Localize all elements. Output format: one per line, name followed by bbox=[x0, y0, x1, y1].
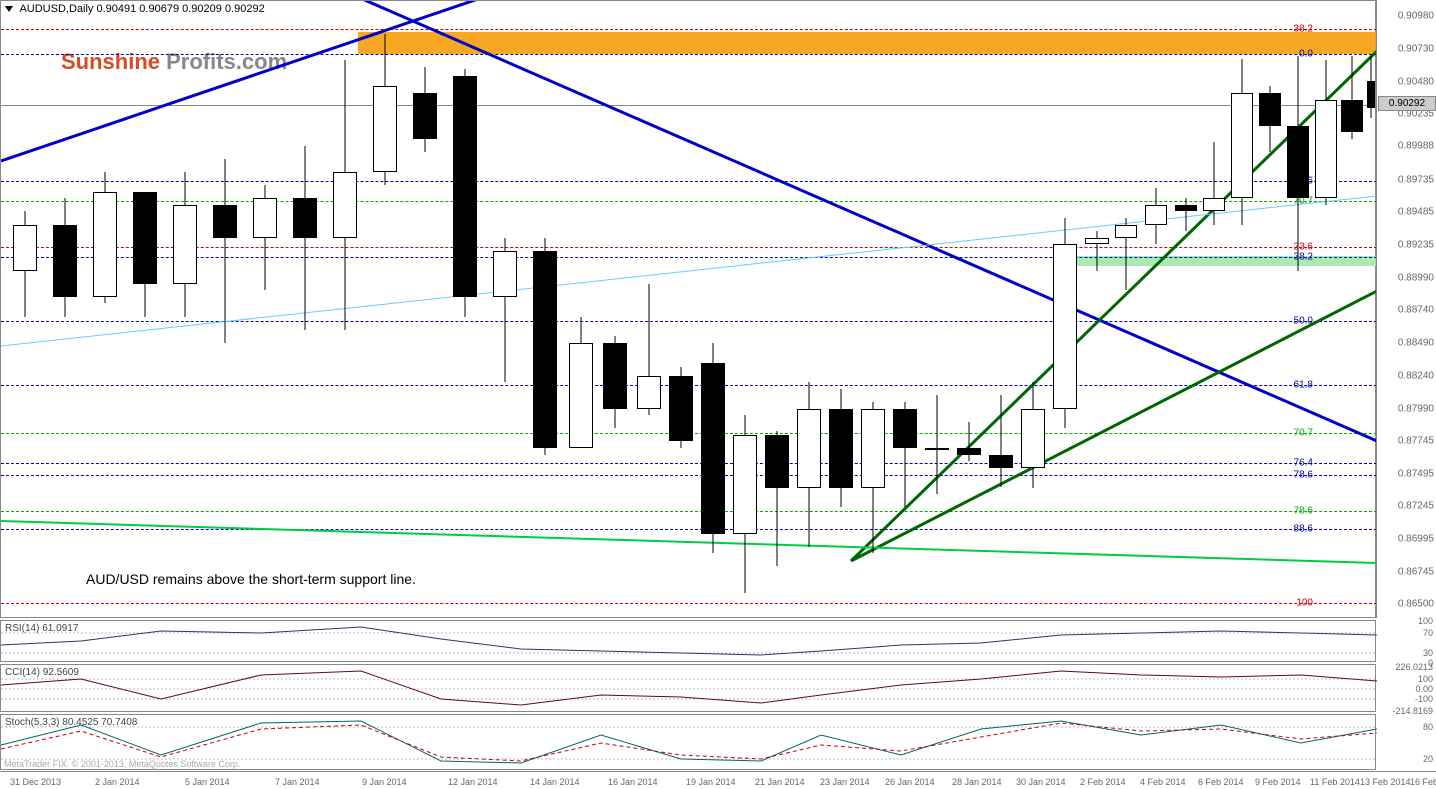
candlestick bbox=[91, 1, 119, 619]
chart-container: AUDUSD,Daily 0.90491 0.90679 0.90209 0.9… bbox=[0, 0, 1436, 789]
x-tick-label: 16 Feb 2014 bbox=[1410, 777, 1436, 787]
x-tick-label: 6 Feb 2014 bbox=[1198, 777, 1244, 787]
candlestick bbox=[1019, 1, 1047, 619]
y-tick-label: 0.86500 bbox=[1398, 599, 1434, 610]
x-tick-label: 11 Feb 2014 bbox=[1310, 777, 1360, 787]
candlestick bbox=[923, 1, 951, 619]
candlestick bbox=[131, 1, 159, 619]
candlestick bbox=[171, 1, 199, 619]
candlestick bbox=[1229, 1, 1255, 619]
candlestick bbox=[1285, 1, 1311, 619]
indicator-y-label: 0.00 bbox=[1415, 684, 1433, 694]
candlestick bbox=[1313, 1, 1339, 619]
candlestick bbox=[987, 1, 1015, 619]
x-tick-label: 9 Jan 2014 bbox=[362, 777, 407, 787]
x-tick-label: 5 Jan 2014 bbox=[185, 777, 230, 787]
y-tick-label: 0.90480 bbox=[1398, 77, 1434, 88]
y-tick-label: 0.87745 bbox=[1398, 436, 1434, 447]
indicator-y-label: -100 bbox=[1415, 694, 1433, 704]
candlestick bbox=[601, 1, 629, 619]
y-tick-label: 0.90980 bbox=[1398, 11, 1434, 22]
candlestick bbox=[567, 1, 595, 619]
candlestick bbox=[1083, 1, 1111, 619]
candlestick bbox=[251, 1, 279, 619]
candlestick bbox=[531, 1, 559, 619]
candlestick bbox=[411, 1, 439, 619]
candlestick bbox=[291, 1, 319, 619]
candlestick bbox=[451, 1, 479, 619]
candlestick bbox=[331, 1, 359, 619]
x-tick-label: 30 Jan 2014 bbox=[1016, 777, 1066, 787]
candlestick bbox=[51, 1, 79, 619]
x-tick-label: 23 Jan 2014 bbox=[820, 777, 870, 787]
candlestick bbox=[731, 1, 759, 619]
candlestick bbox=[635, 1, 663, 619]
x-tick-label: 14 Jan 2014 bbox=[530, 777, 580, 787]
y-tick-label: 0.89988 bbox=[1398, 141, 1434, 152]
candlestick bbox=[491, 1, 519, 619]
candlestick bbox=[1173, 1, 1199, 619]
current-price-tag: 0.90292 bbox=[1378, 96, 1436, 111]
candlestick bbox=[667, 1, 695, 619]
candlestick bbox=[891, 1, 919, 619]
x-tick-label: 4 Feb 2014 bbox=[1140, 777, 1186, 787]
y-tick-label: 0.89235 bbox=[1398, 240, 1434, 251]
indicator-y-label: 226.0213 bbox=[1395, 662, 1433, 672]
candlestick bbox=[11, 1, 39, 619]
copyright-text: MetaTrader FIX. © 2001-2013, MetaQuotes … bbox=[4, 759, 240, 769]
indicator-y-label: 20 bbox=[1423, 754, 1433, 764]
x-tick-label: 2 Jan 2014 bbox=[95, 777, 140, 787]
y-tick-label: 0.88740 bbox=[1398, 305, 1434, 316]
x-tick-label: 28 Jan 2014 bbox=[952, 777, 1002, 787]
x-tick-label: 12 Jan 2014 bbox=[448, 777, 498, 787]
indicator-y-label: 100 bbox=[1418, 674, 1433, 684]
candlestick bbox=[1143, 1, 1169, 619]
y-tick-label: 0.87495 bbox=[1398, 469, 1434, 480]
x-tick-label: 13 Feb 2014 bbox=[1360, 777, 1411, 787]
y-tick-label: 0.88990 bbox=[1398, 273, 1434, 284]
indicator-y-label: 30 bbox=[1423, 648, 1433, 658]
indicator-y-label: -214.8169 bbox=[1392, 706, 1433, 716]
x-tick-label: 2 Feb 2014 bbox=[1080, 777, 1126, 787]
y-tick-label: 0.87990 bbox=[1398, 404, 1434, 415]
x-tick-label: 21 Jan 2014 bbox=[755, 777, 805, 787]
x-tick-label: 31 Dec 2013 bbox=[10, 777, 61, 787]
x-tick-label: 16 Jan 2014 bbox=[608, 777, 658, 787]
candlestick bbox=[1339, 1, 1365, 619]
y-tick-label: 0.89485 bbox=[1398, 207, 1434, 218]
x-tick-label: 7 Jan 2014 bbox=[275, 777, 320, 787]
price-y-axis: 0.909800.907300.904800.902350.899880.897… bbox=[1376, 0, 1436, 618]
candlestick bbox=[827, 1, 855, 619]
candlestick bbox=[1051, 1, 1079, 619]
x-tick-label: 19 Jan 2014 bbox=[686, 777, 736, 787]
x-tick-label: 26 Jan 2014 bbox=[885, 777, 935, 787]
candlestick bbox=[795, 1, 823, 619]
candlestick bbox=[1113, 1, 1139, 619]
y-tick-label: 0.90730 bbox=[1398, 44, 1434, 55]
candlestick bbox=[763, 1, 791, 619]
indicator-y-label: 80 bbox=[1423, 722, 1433, 732]
candlestick bbox=[371, 1, 399, 619]
indicator-panel[interactable]: RSI(14) 61.091710070300 bbox=[0, 620, 1376, 662]
candlestick bbox=[955, 1, 983, 619]
indicator-y-label: 100 bbox=[1418, 616, 1433, 626]
candlestick bbox=[211, 1, 239, 619]
y-tick-label: 0.88240 bbox=[1398, 371, 1434, 382]
indicator-y-label: 70 bbox=[1423, 628, 1433, 638]
candlestick bbox=[1201, 1, 1227, 619]
x-tick-label: 9 Feb 2014 bbox=[1255, 777, 1301, 787]
y-tick-label: 0.89735 bbox=[1398, 175, 1434, 186]
x-axis: 31 Dec 2013 2 Jan 2014 5 Jan 2014 7 Jan 201… bbox=[0, 771, 1436, 789]
indicator-panel[interactable]: CCI(14) 92.5609226.02131000.00-100-214.8… bbox=[0, 664, 1376, 712]
candlestick bbox=[699, 1, 727, 619]
y-tick-label: 0.86745 bbox=[1398, 567, 1434, 578]
y-tick-label: 0.86995 bbox=[1398, 534, 1434, 545]
candlestick bbox=[1257, 1, 1283, 619]
y-tick-label: 0.88490 bbox=[1398, 338, 1434, 349]
y-tick-label: 0.87245 bbox=[1398, 501, 1434, 512]
candlestick bbox=[859, 1, 887, 619]
main-price-panel[interactable]: AUDUSD,Daily 0.90491 0.90679 0.90209 0.9… bbox=[0, 0, 1376, 618]
